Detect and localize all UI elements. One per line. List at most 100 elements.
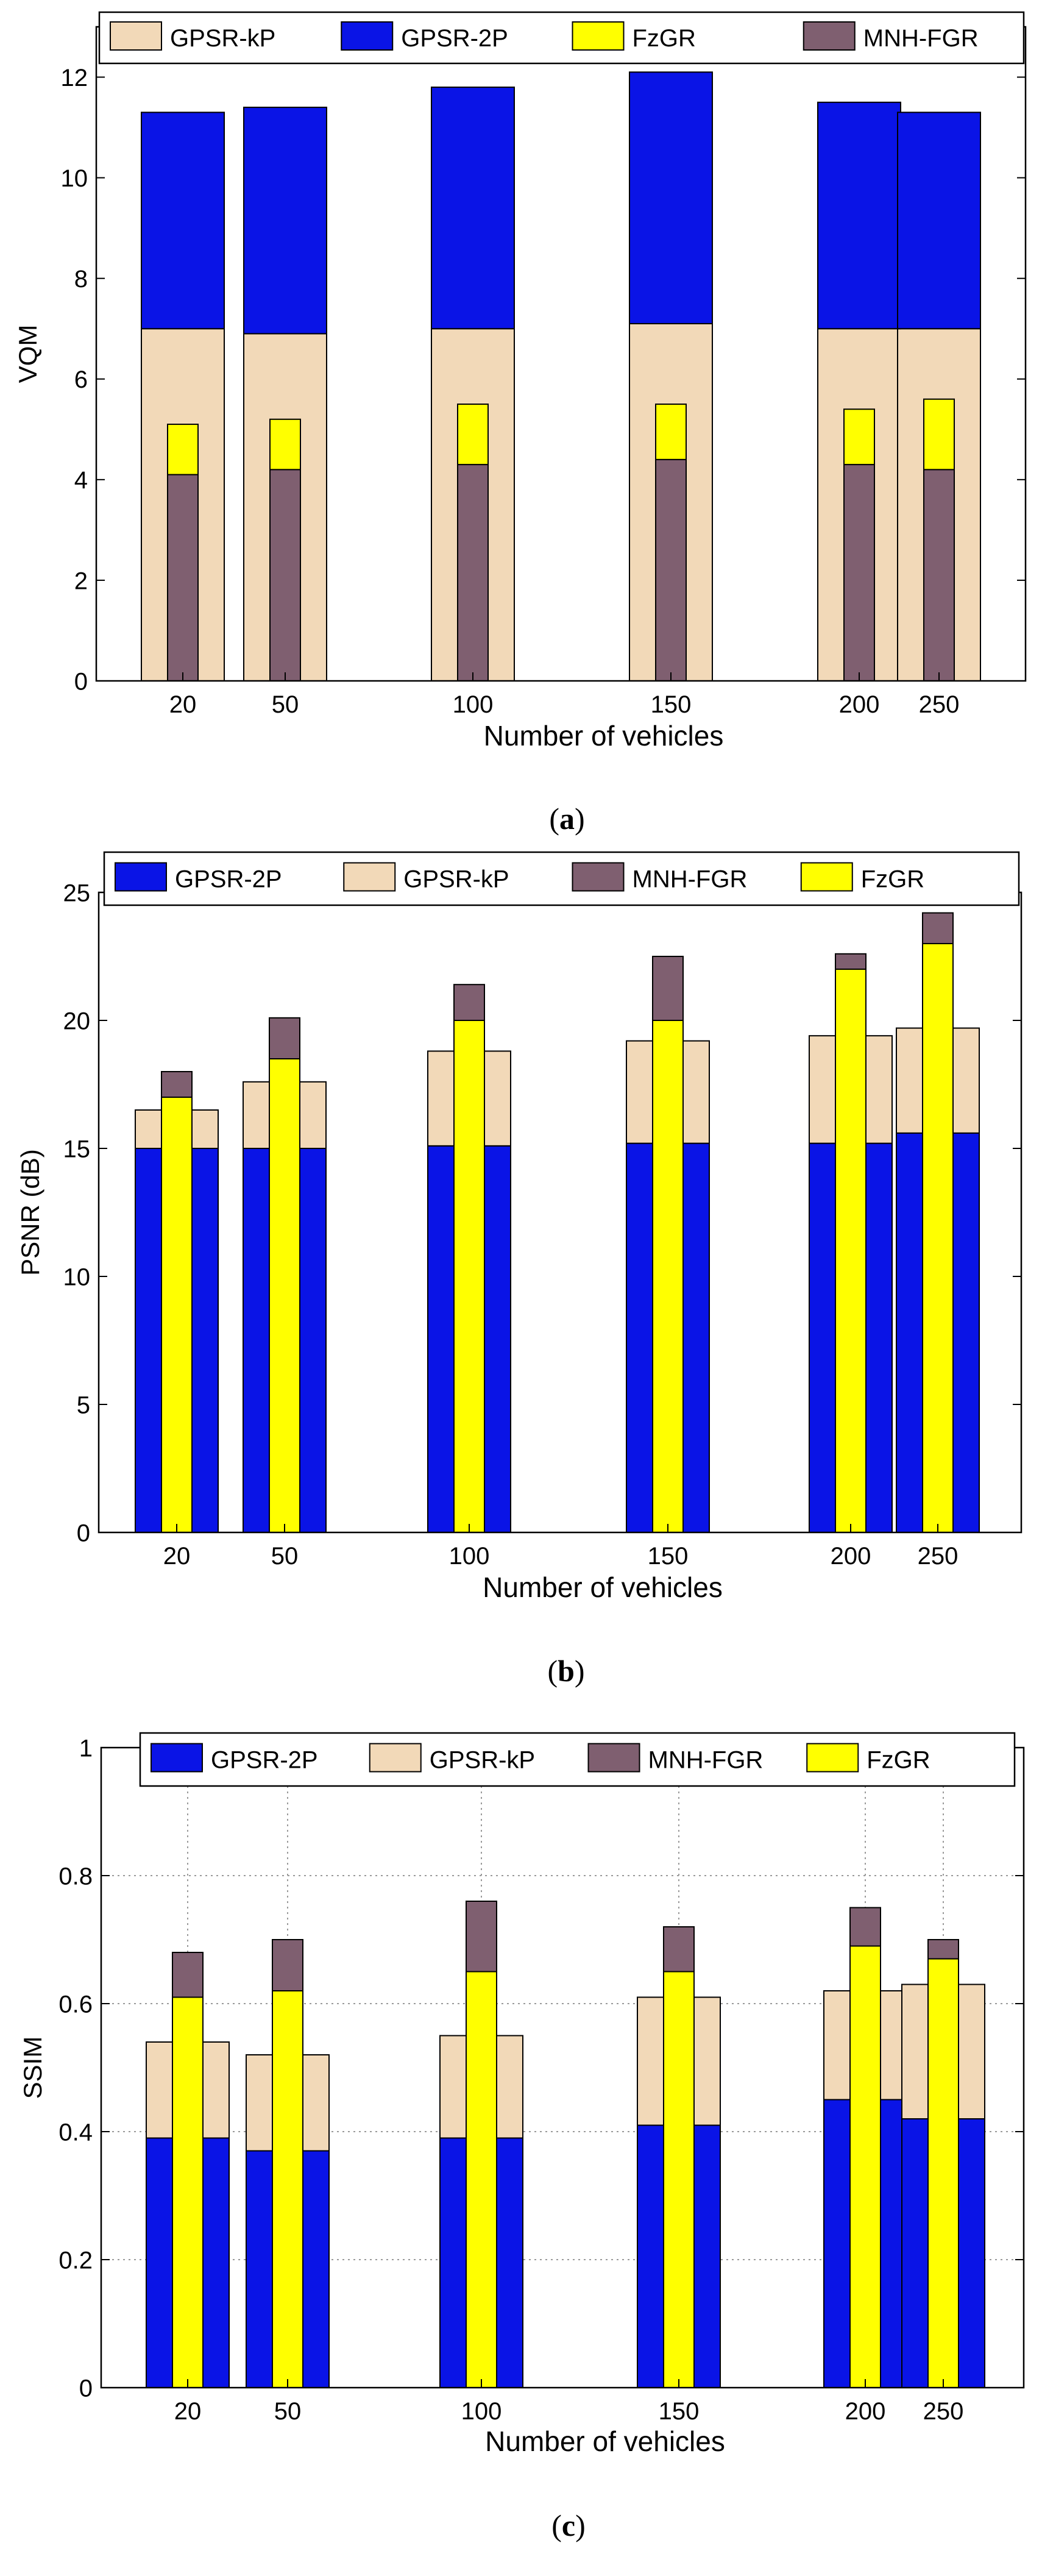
legend-label: GPSR-2P [401, 25, 508, 52]
y-tick-label: 12 [61, 65, 88, 91]
bar-mnh-fgr-100 [466, 1901, 497, 1973]
figure-caption: (a) [549, 802, 584, 836]
bar-fzgr-100 [453, 1020, 485, 1533]
caption-close-paren: ) [575, 802, 585, 836]
bar-gpsr-2p-250 [897, 112, 981, 330]
legend-swatch-fzgr [806, 1743, 859, 1773]
bar-mnh-fgr-200 [835, 953, 867, 970]
y-tick-label: 10 [61, 165, 88, 192]
bar-fzgr-100 [457, 404, 489, 466]
y-tick-label: 25 [63, 880, 91, 906]
x-tick-label: 100 [453, 691, 494, 718]
legend-label: GPSR-kP [403, 866, 509, 893]
x-tick-label: 150 [659, 2398, 700, 2425]
y-tick-label: 15 [63, 1136, 91, 1162]
bar-mnh-fgr-200 [849, 1907, 881, 1947]
legend-box [98, 11, 1025, 65]
bar-fzgr-200 [835, 969, 867, 1533]
bar-fzgr-50 [269, 418, 301, 471]
figure-caption: (b) [547, 1654, 584, 1688]
legend-label: MNH-FGR [633, 866, 748, 893]
legend-label: GPSR-2P [211, 1747, 318, 1774]
y-tick-label: 0 [77, 1520, 90, 1546]
x-tick-label: 250 [923, 2398, 964, 2425]
bar-fzgr-250 [922, 943, 954, 1533]
bar-mnh-fgr-250 [923, 469, 955, 681]
x-tick-label: 100 [461, 2398, 502, 2425]
legend: GPSR-2P GPSR-kP MNH-FGR FzGR [103, 851, 1020, 906]
bar-fzgr-50 [272, 1990, 303, 2388]
x-tick-label: 250 [919, 691, 960, 718]
y-axis-label: VQM [13, 325, 42, 383]
legend-swatch-gpsr-kp [110, 21, 162, 51]
y-axis-label: SSIM [18, 2037, 47, 2099]
chart-c: 0 0.2 0.4 0.6 0.8 1 20 50 100 150 200 250 Number of … [18, 1732, 1025, 2542]
caption-open-paren: ( [547, 1654, 558, 1688]
bar-mnh-fgr-20 [172, 1952, 204, 1998]
x-tick-label: 50 [272, 691, 299, 718]
x-tick-label: 250 [918, 1543, 959, 1570]
x-tick-label: 100 [449, 1543, 490, 1570]
legend-swatch-gpsr-kp [369, 1743, 422, 1773]
caption-letter: a [559, 802, 575, 836]
legend-box [139, 1732, 1016, 1787]
bar-fzgr-150 [652, 1020, 684, 1533]
caption-close-paren: ) [575, 1654, 585, 1688]
bar-gpsr-2p-150 [629, 71, 713, 324]
y-tick-label: 0.8 [58, 1863, 93, 1890]
y-tick-label: 1 [79, 1735, 93, 1762]
bar-mnh-fgr-100 [453, 984, 485, 1021]
y-axis-label: PSNR (dB) [16, 1149, 44, 1276]
x-axis-label: Number of vehicles [485, 2425, 725, 2457]
bar-gpsr-2p-100 [431, 87, 515, 330]
bar-fzgr-100 [466, 1971, 497, 2388]
bar-mnh-fgr-100 [457, 464, 489, 681]
bar-mnh-fgr-150 [655, 458, 687, 681]
y-tick-label: 0.4 [58, 2119, 93, 2146]
legend-label: GPSR-kP [430, 1747, 535, 1774]
y-tick-label: 6 [74, 366, 88, 393]
bar-fzgr-150 [663, 1971, 695, 2388]
legend: GPSR-kP GPSR-2P FzGR MNH-FGR [98, 11, 1025, 65]
bar-fzgr-20 [167, 424, 199, 475]
legend-label: FzGR [861, 866, 924, 893]
caption-open-paren: ( [551, 2508, 562, 2542]
y-tick-label: 20 [63, 1008, 91, 1034]
bar-fzgr-50 [269, 1058, 300, 1533]
legend-label: FzGR [633, 25, 696, 52]
caption-letter: c [562, 2508, 575, 2542]
legend-label: FzGR [867, 1747, 930, 1774]
bar-mnh-fgr-50 [269, 1017, 300, 1060]
legend-swatch-fzgr [572, 21, 625, 51]
bar-mnh-fgr-20 [161, 1071, 193, 1098]
bar-fzgr-200 [849, 1945, 881, 2388]
x-tick-label: 20 [169, 691, 197, 718]
x-tick-label: 200 [845, 2398, 886, 2425]
legend-swatch-mnh-fgr [572, 862, 625, 892]
bar-mnh-fgr-250 [927, 1939, 959, 1960]
bar-fzgr-20 [172, 1996, 204, 2388]
bar-gpsr-2p-20 [141, 112, 225, 330]
legend-label: MNH-FGR [648, 1747, 764, 1774]
bar-mnh-fgr-50 [272, 1939, 303, 1991]
caption-open-paren: ( [549, 802, 559, 836]
legend: GPSR-2P GPSR-kP MNH-FGR FzGR [139, 1732, 1016, 1787]
legend-swatch-gpsr-2p [151, 1743, 203, 1773]
bar-mnh-fgr-20 [167, 474, 199, 681]
legend-swatch-mnh-fgr [803, 21, 856, 51]
x-tick-label: 200 [839, 691, 880, 718]
y-tick-label: 0 [79, 2375, 93, 2402]
bar-fzgr-250 [927, 1958, 959, 2388]
legend-label: GPSR-kP [170, 25, 275, 52]
y-tick-label: 0 [74, 668, 88, 695]
y-tick-label: 10 [63, 1264, 91, 1290]
legend-label: MNH-FGR [863, 25, 979, 52]
legend-swatch-gpsr-2p [341, 21, 394, 51]
bar-mnh-fgr-150 [652, 956, 684, 1021]
legend-label: GPSR-2P [175, 866, 282, 893]
x-tick-label: 150 [648, 1543, 689, 1570]
chart-b: 0 5 10 15 20 25 20 50 100 150 200 250 Number of vehi… [16, 851, 1023, 1688]
bar-mnh-fgr-250 [922, 912, 954, 944]
chart-a: 0 2 4 6 8 10 12 20 50 100 150 200 250 Number of vehic… [13, 11, 1027, 836]
